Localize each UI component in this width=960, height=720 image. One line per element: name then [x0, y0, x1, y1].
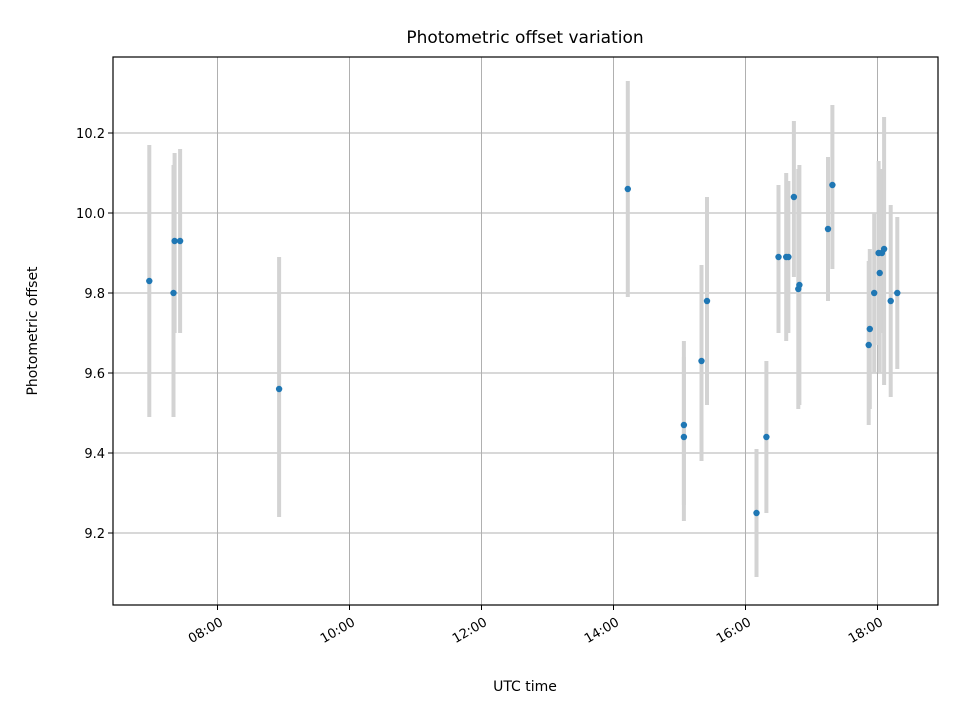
x-axis-label: UTC time [493, 679, 557, 695]
data-point [829, 181, 836, 189]
data-point [785, 253, 792, 261]
data-point [887, 297, 894, 305]
plot-area-frame [112, 56, 939, 606]
data-point [698, 357, 705, 365]
data-point [796, 281, 803, 289]
data-point [680, 421, 688, 429]
data-point [775, 253, 782, 261]
chart-title: Photometric offset variation [406, 28, 643, 48]
data-point [763, 433, 770, 441]
data-point [871, 289, 878, 297]
y-tick-label: 10.2 [76, 127, 105, 142]
data-point [880, 245, 888, 253]
y-tick-label: 9.4 [84, 447, 105, 462]
data-point [824, 225, 832, 233]
data-point [703, 297, 711, 305]
x-axis-ticks: 08:00 10:00 12:00 14:00 16:00 18:00 [186, 605, 886, 647]
data-point [753, 509, 760, 517]
data-points [146, 181, 901, 517]
data-point [866, 325, 873, 333]
data-point [876, 269, 883, 277]
y-axis-ticks: 9.2 9.4 9.6 9.8 10.0 10.2 [76, 127, 113, 542]
data-point [275, 385, 283, 393]
data-point [170, 289, 177, 297]
y-tick-label: 10.0 [76, 207, 105, 222]
y-tick-label: 9.6 [84, 367, 105, 382]
y-tick-label: 9.8 [84, 287, 105, 302]
data-point [171, 237, 178, 245]
data-point [865, 341, 872, 349]
y-tick-label: 9.2 [84, 527, 105, 542]
data-point [146, 277, 153, 285]
data-point [894, 289, 901, 297]
data-point [790, 193, 798, 201]
data-point [680, 433, 688, 441]
data-point [624, 185, 631, 193]
y-axis-label: Photometric offset [25, 266, 41, 396]
data-point [176, 237, 184, 245]
